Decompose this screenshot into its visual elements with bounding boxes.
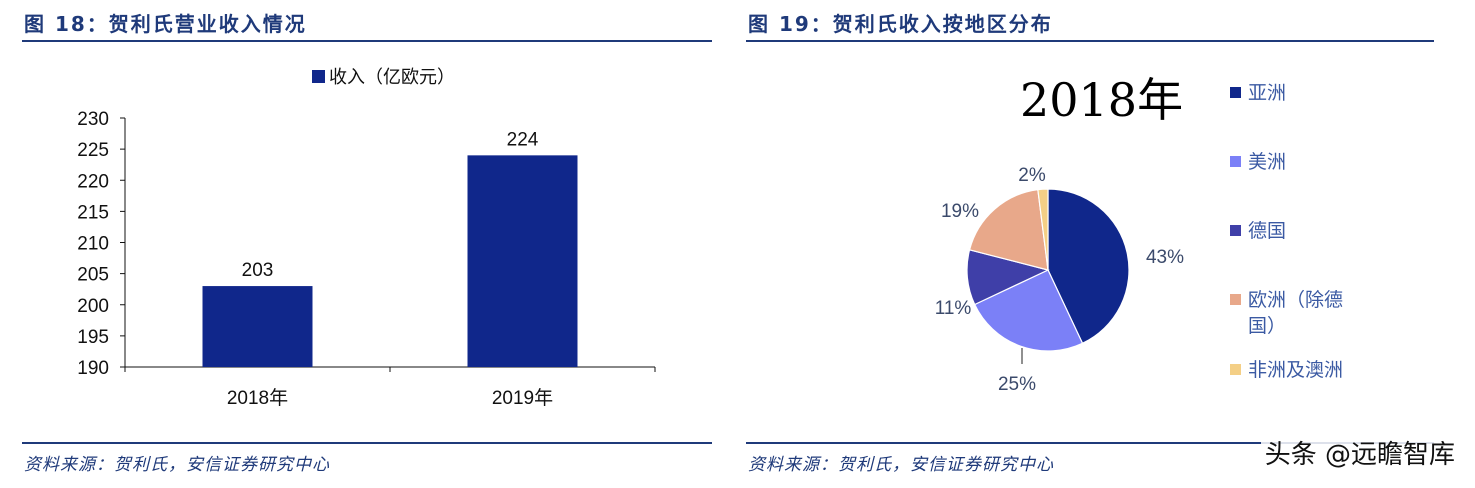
legend-swatch bbox=[1230, 156, 1241, 167]
pie-data-label: 25% bbox=[998, 374, 1036, 395]
x-tick-label: 2018年 bbox=[227, 387, 288, 409]
source-note: 资料来源：贺利氏，安信证券研究中心 bbox=[24, 455, 330, 475]
x-tick-label: 2019年 bbox=[492, 387, 553, 409]
pie-chart: 43% 25% 11% 19% 2% bbox=[935, 165, 1184, 395]
pie-slice bbox=[973, 269, 1084, 352]
legend-label: 收入（亿欧元） bbox=[329, 67, 455, 87]
bar-chart: 190 195 200 205 210 215 220 225 230 203 2018年 224 20… bbox=[77, 67, 656, 409]
watermark: 头条 @远瞻智库 bbox=[1260, 434, 1459, 471]
pie-data-label: 19% bbox=[941, 201, 979, 222]
legend-label: 欧洲（除德国） bbox=[1248, 289, 1344, 337]
y-tick-label: 220 bbox=[77, 171, 109, 192]
source-note: 资料来源：贺利氏，安信证券研究中心 bbox=[748, 455, 1054, 475]
bar-data-label: 224 bbox=[507, 129, 539, 150]
pie-data-label: 2% bbox=[1018, 165, 1046, 186]
title-rule bbox=[22, 40, 712, 42]
legend-swatch bbox=[1230, 87, 1241, 98]
figure-title-region: 图 19：贺利氏收入按地区分布 bbox=[748, 12, 1053, 36]
y-tick-label: 230 bbox=[77, 109, 109, 130]
legend-swatch bbox=[1230, 364, 1241, 375]
pie-slice bbox=[968, 188, 1049, 271]
pie-data-label: 43% bbox=[1146, 247, 1184, 268]
legend-label: 德国 bbox=[1248, 220, 1287, 242]
y-tick-label: 225 bbox=[77, 140, 109, 161]
figure-title-revenue: 图 18：贺利氏营业收入情况 bbox=[24, 12, 307, 36]
y-tick-label: 200 bbox=[77, 296, 109, 317]
legend-swatch bbox=[1230, 225, 1241, 236]
legend-swatch bbox=[312, 70, 325, 83]
pie-slice bbox=[1047, 188, 1130, 345]
y-tick-label: 215 bbox=[77, 202, 109, 223]
y-tick-label: 205 bbox=[77, 265, 109, 286]
legend-swatch bbox=[1230, 294, 1241, 305]
panel-region: 图 19：贺利氏收入按地区分布 2018年 43% 25% 11% 19% 2% 亚洲美… bbox=[730, 0, 1475, 488]
y-tick-label: 190 bbox=[77, 358, 109, 379]
pie-data-label: 11% bbox=[935, 298, 972, 319]
legend-label: 美洲 bbox=[1248, 151, 1287, 173]
bar-legend: 收入（亿欧元） bbox=[312, 67, 455, 87]
legend-label: 非洲及澳洲 bbox=[1248, 359, 1344, 381]
bar bbox=[467, 155, 578, 367]
bar bbox=[202, 286, 313, 367]
title-rule bbox=[746, 40, 1434, 42]
panel-revenue: 图 18：贺利氏营业收入情况 190 195 200 205 210 215 220 225 2… bbox=[0, 0, 730, 488]
y-tick-label: 210 bbox=[77, 234, 109, 255]
source-rule bbox=[746, 442, 1434, 444]
source-rule bbox=[22, 442, 712, 444]
pie-title: 2018年 bbox=[1020, 73, 1184, 127]
pie-slice bbox=[1037, 188, 1049, 271]
y-tick-label: 195 bbox=[77, 327, 109, 348]
bar-data-label: 203 bbox=[242, 260, 274, 281]
legend-label: 亚洲 bbox=[1248, 82, 1287, 104]
